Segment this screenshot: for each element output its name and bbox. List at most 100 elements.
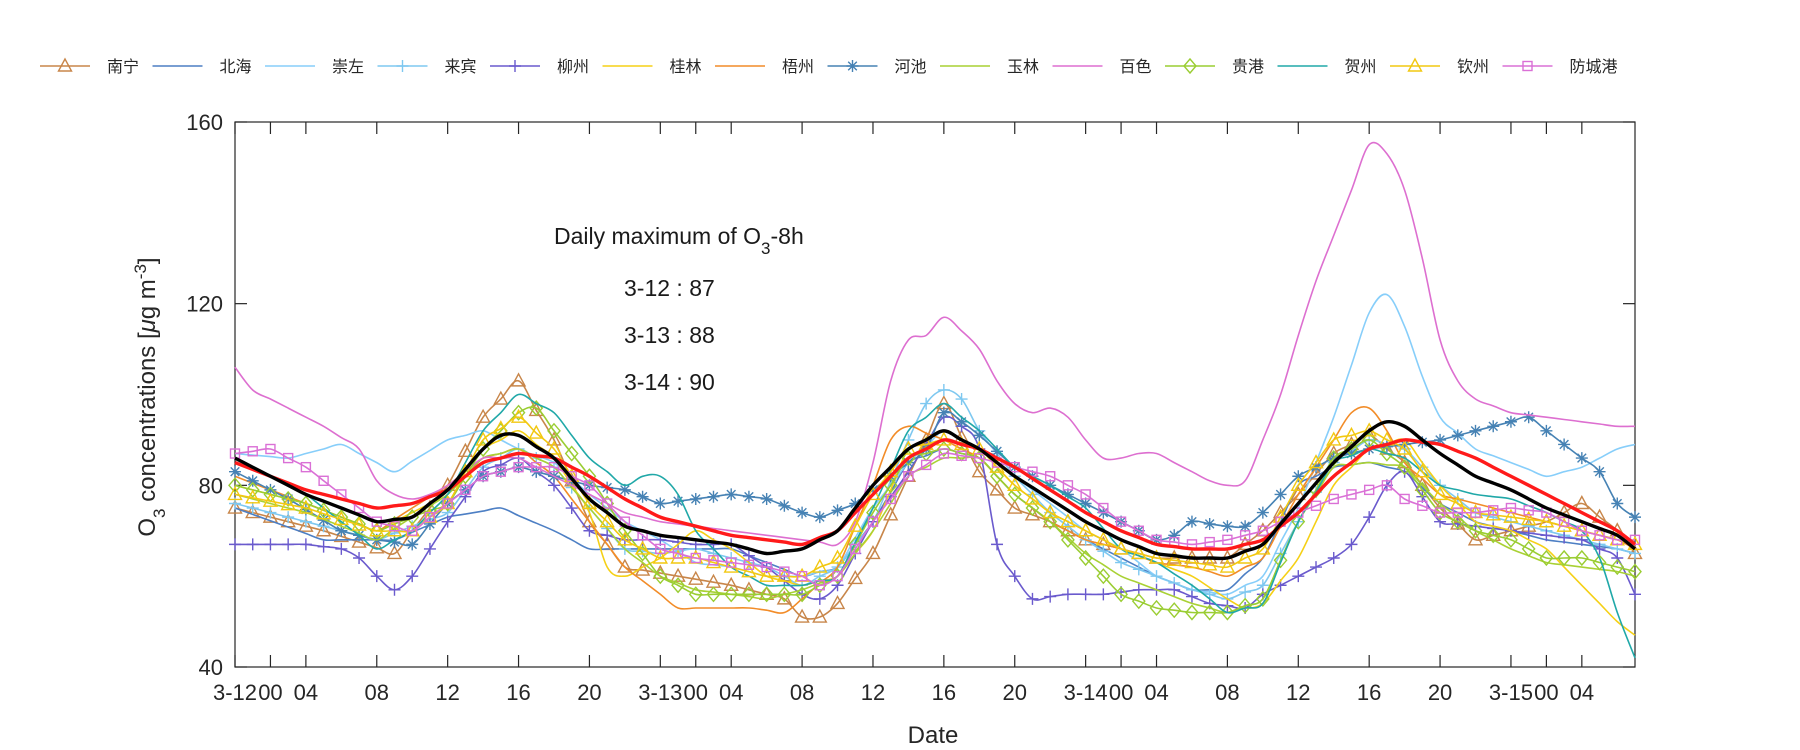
data-point-marker	[723, 558, 739, 573]
data-point-marker	[1239, 530, 1251, 541]
data-point-marker	[282, 538, 295, 551]
data-point-marker	[1026, 592, 1039, 605]
data-point-marker	[1538, 513, 1555, 528]
data-point-marker	[299, 515, 312, 528]
data-point-marker	[1488, 505, 1499, 516]
data-point-marker	[1558, 516, 1570, 527]
data-point-marker	[229, 448, 241, 459]
x-tick-label: 20	[577, 680, 601, 705]
data-point-marker	[1558, 531, 1571, 544]
data-point-marker	[796, 506, 809, 519]
data-point-marker	[812, 558, 828, 573]
data-point-marker	[1008, 570, 1021, 583]
data-point-marker	[510, 408, 527, 423]
data-point-marker	[264, 483, 277, 496]
x-tick-label: 04	[294, 680, 318, 705]
data-point-marker	[902, 456, 915, 469]
data-point-marker	[1379, 445, 1394, 462]
data-point-marker	[1025, 499, 1040, 517]
data-point-marker	[618, 483, 631, 496]
data-point-marker	[831, 504, 844, 517]
data-point-marker	[1293, 507, 1304, 518]
data-point-marker	[1132, 563, 1145, 576]
data-point-marker	[1399, 493, 1410, 505]
legend-label: 河池	[895, 57, 927, 76]
data-point-marker	[1027, 466, 1038, 477]
data-point-marker	[1238, 597, 1253, 614]
data-point-marker	[1257, 525, 1269, 536]
data-point-marker	[760, 492, 773, 505]
data-point-marker	[723, 576, 739, 591]
data-point-marker	[1098, 502, 1109, 514]
data-point-marker	[1079, 497, 1092, 510]
data-point-marker	[531, 461, 542, 473]
data-point-marker	[423, 542, 436, 555]
legend-label: 贵港	[1232, 57, 1264, 76]
data-point-marker	[1290, 485, 1306, 501]
data-point-marker	[1077, 522, 1094, 537]
data-point-marker	[902, 433, 915, 446]
x-tick-label: 00	[1109, 680, 1133, 705]
data-point-marker	[742, 586, 756, 603]
data-point-marker	[388, 536, 401, 549]
data-point-marker	[245, 504, 261, 519]
data-point-marker	[689, 492, 702, 505]
data-point-marker	[315, 505, 332, 520]
data-point-marker	[510, 372, 527, 387]
data-point-marker	[406, 538, 419, 551]
data-point-marker	[867, 516, 879, 527]
data-point-marker	[475, 431, 491, 446]
data-point-marker	[1096, 568, 1111, 585]
data-point-marker	[1308, 454, 1324, 469]
annotation-title: Daily maximum of O3-8h	[554, 223, 804, 258]
legend-label: 崇左	[332, 57, 364, 76]
data-point-marker	[883, 477, 898, 494]
y-tick-label: 160	[186, 110, 223, 135]
annotation-line: 3-14 : 90	[624, 369, 715, 395]
data-point-marker	[1505, 502, 1517, 514]
legend-item: 来宾	[377, 57, 477, 76]
data-point-marker	[1274, 488, 1287, 501]
data-point-marker	[353, 552, 366, 564]
data-point-marker	[1062, 480, 1074, 491]
data-point-marker	[1328, 493, 1339, 505]
data-point-marker	[583, 524, 596, 537]
data-point-marker	[1168, 529, 1181, 542]
x-tick-label: 08	[1215, 680, 1239, 705]
data-point-marker	[1042, 513, 1058, 528]
y-tick-labels: 40 80 120 160	[186, 110, 223, 680]
data-point-marker	[509, 60, 521, 72]
data-point-marker	[1487, 420, 1500, 433]
data-point-marker	[936, 440, 951, 458]
data-point-marker	[705, 554, 722, 569]
data-point-marker	[1290, 476, 1306, 492]
data-point-marker	[1097, 588, 1110, 601]
data-point-marker	[973, 429, 986, 442]
data-point-marker	[955, 393, 968, 406]
data-point-marker	[442, 498, 453, 509]
data-point-marker	[920, 459, 932, 471]
data-point-marker	[513, 461, 524, 473]
data-point-marker	[724, 586, 739, 603]
data-point-marker	[264, 506, 277, 519]
data-point-marker	[795, 586, 810, 603]
data-point-marker	[974, 452, 985, 464]
data-point-marker	[1131, 593, 1146, 610]
data-point-marker	[1061, 588, 1074, 601]
data-point-marker	[1407, 57, 1423, 72]
data-point-marker	[1185, 604, 1199, 621]
data-point-marker	[655, 543, 666, 555]
data-point-marker	[990, 468, 1004, 485]
data-point-marker	[1133, 525, 1144, 536]
data-point-marker	[671, 577, 685, 594]
data-point-marker	[1044, 590, 1057, 603]
data-point-marker	[813, 511, 826, 524]
data-point-marker	[991, 445, 1004, 458]
data-point-marker	[1310, 561, 1323, 574]
data-point-marker	[1168, 583, 1181, 596]
data-point-marker	[1131, 544, 1147, 560]
data-point-marker	[1043, 513, 1058, 530]
data-point-marker	[300, 461, 312, 473]
legend-label: 桂林	[670, 57, 702, 76]
data-point-marker	[672, 495, 685, 508]
